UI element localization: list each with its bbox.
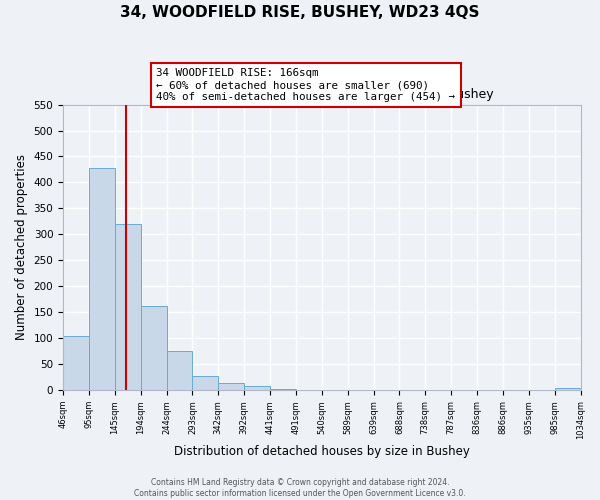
Bar [115,224,140,390]
Bar [554,388,581,390]
Bar [140,306,167,390]
Title: Size of property relative to detached houses in Bushey: Size of property relative to detached ho… [150,88,494,101]
Bar [218,383,244,390]
Bar [193,376,218,390]
Bar [244,386,270,390]
Bar [63,336,89,390]
Bar [89,168,115,390]
Bar [270,388,296,390]
Text: 34, WOODFIELD RISE, BUSHEY, WD23 4QS: 34, WOODFIELD RISE, BUSHEY, WD23 4QS [120,5,480,20]
Text: Contains HM Land Registry data © Crown copyright and database right 2024.
Contai: Contains HM Land Registry data © Crown c… [134,478,466,498]
Bar [167,352,193,390]
Y-axis label: Number of detached properties: Number of detached properties [15,154,28,340]
X-axis label: Distribution of detached houses by size in Bushey: Distribution of detached houses by size … [174,444,470,458]
Text: 34 WOODFIELD RISE: 166sqm
← 60% of detached houses are smaller (690)
40% of semi: 34 WOODFIELD RISE: 166sqm ← 60% of detac… [156,68,455,102]
